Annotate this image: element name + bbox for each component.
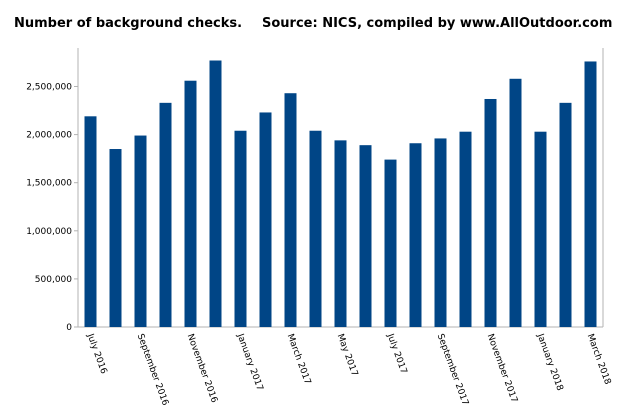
x-tick-label: March 2018 (585, 333, 613, 387)
bar (559, 102, 572, 328)
x-tick-label: November 2016 (185, 333, 219, 405)
bar (234, 130, 247, 327)
bar (509, 78, 522, 327)
bar (209, 60, 222, 327)
chart-subtitle: Source: NICS, compiled by www.AllOutdoor… (262, 16, 612, 31)
x-tick-label: July 2016 (84, 332, 108, 376)
bar (534, 131, 547, 327)
y-tick-label: 1,000,000 (26, 227, 72, 237)
y-tick-label: 0 (66, 323, 72, 333)
bar (284, 93, 297, 327)
y-tick-label: 1,500,000 (26, 179, 72, 189)
x-tick-label: January 2018 (534, 332, 564, 393)
y-tick-label: 2,000,000 (26, 131, 72, 141)
x-tick-label: November 2017 (485, 333, 519, 405)
bar (259, 112, 272, 327)
bar (84, 116, 97, 327)
bar (109, 149, 122, 327)
x-tick-label: September 2017 (435, 333, 470, 407)
y-tick-label: 500,000 (35, 275, 72, 285)
bar (584, 61, 597, 327)
x-tick-label: March 2017 (285, 333, 313, 386)
bar (384, 159, 397, 327)
y-tick-label: 2,500,000 (26, 82, 72, 92)
bar (409, 143, 422, 327)
x-tick-label: January 2017 (234, 332, 264, 393)
bar (309, 130, 322, 327)
bar (184, 80, 197, 327)
bar (459, 131, 472, 327)
x-tick-label: May 2017 (335, 333, 360, 378)
bar (159, 102, 172, 328)
bar (484, 98, 497, 327)
bar (334, 140, 347, 327)
bar (434, 138, 447, 327)
x-tick-label: September 2016 (135, 333, 170, 408)
bar (134, 135, 147, 327)
bar (359, 145, 372, 327)
chart-title: Number of background checks. (14, 16, 242, 31)
x-tick-label: July 2017 (384, 332, 408, 376)
